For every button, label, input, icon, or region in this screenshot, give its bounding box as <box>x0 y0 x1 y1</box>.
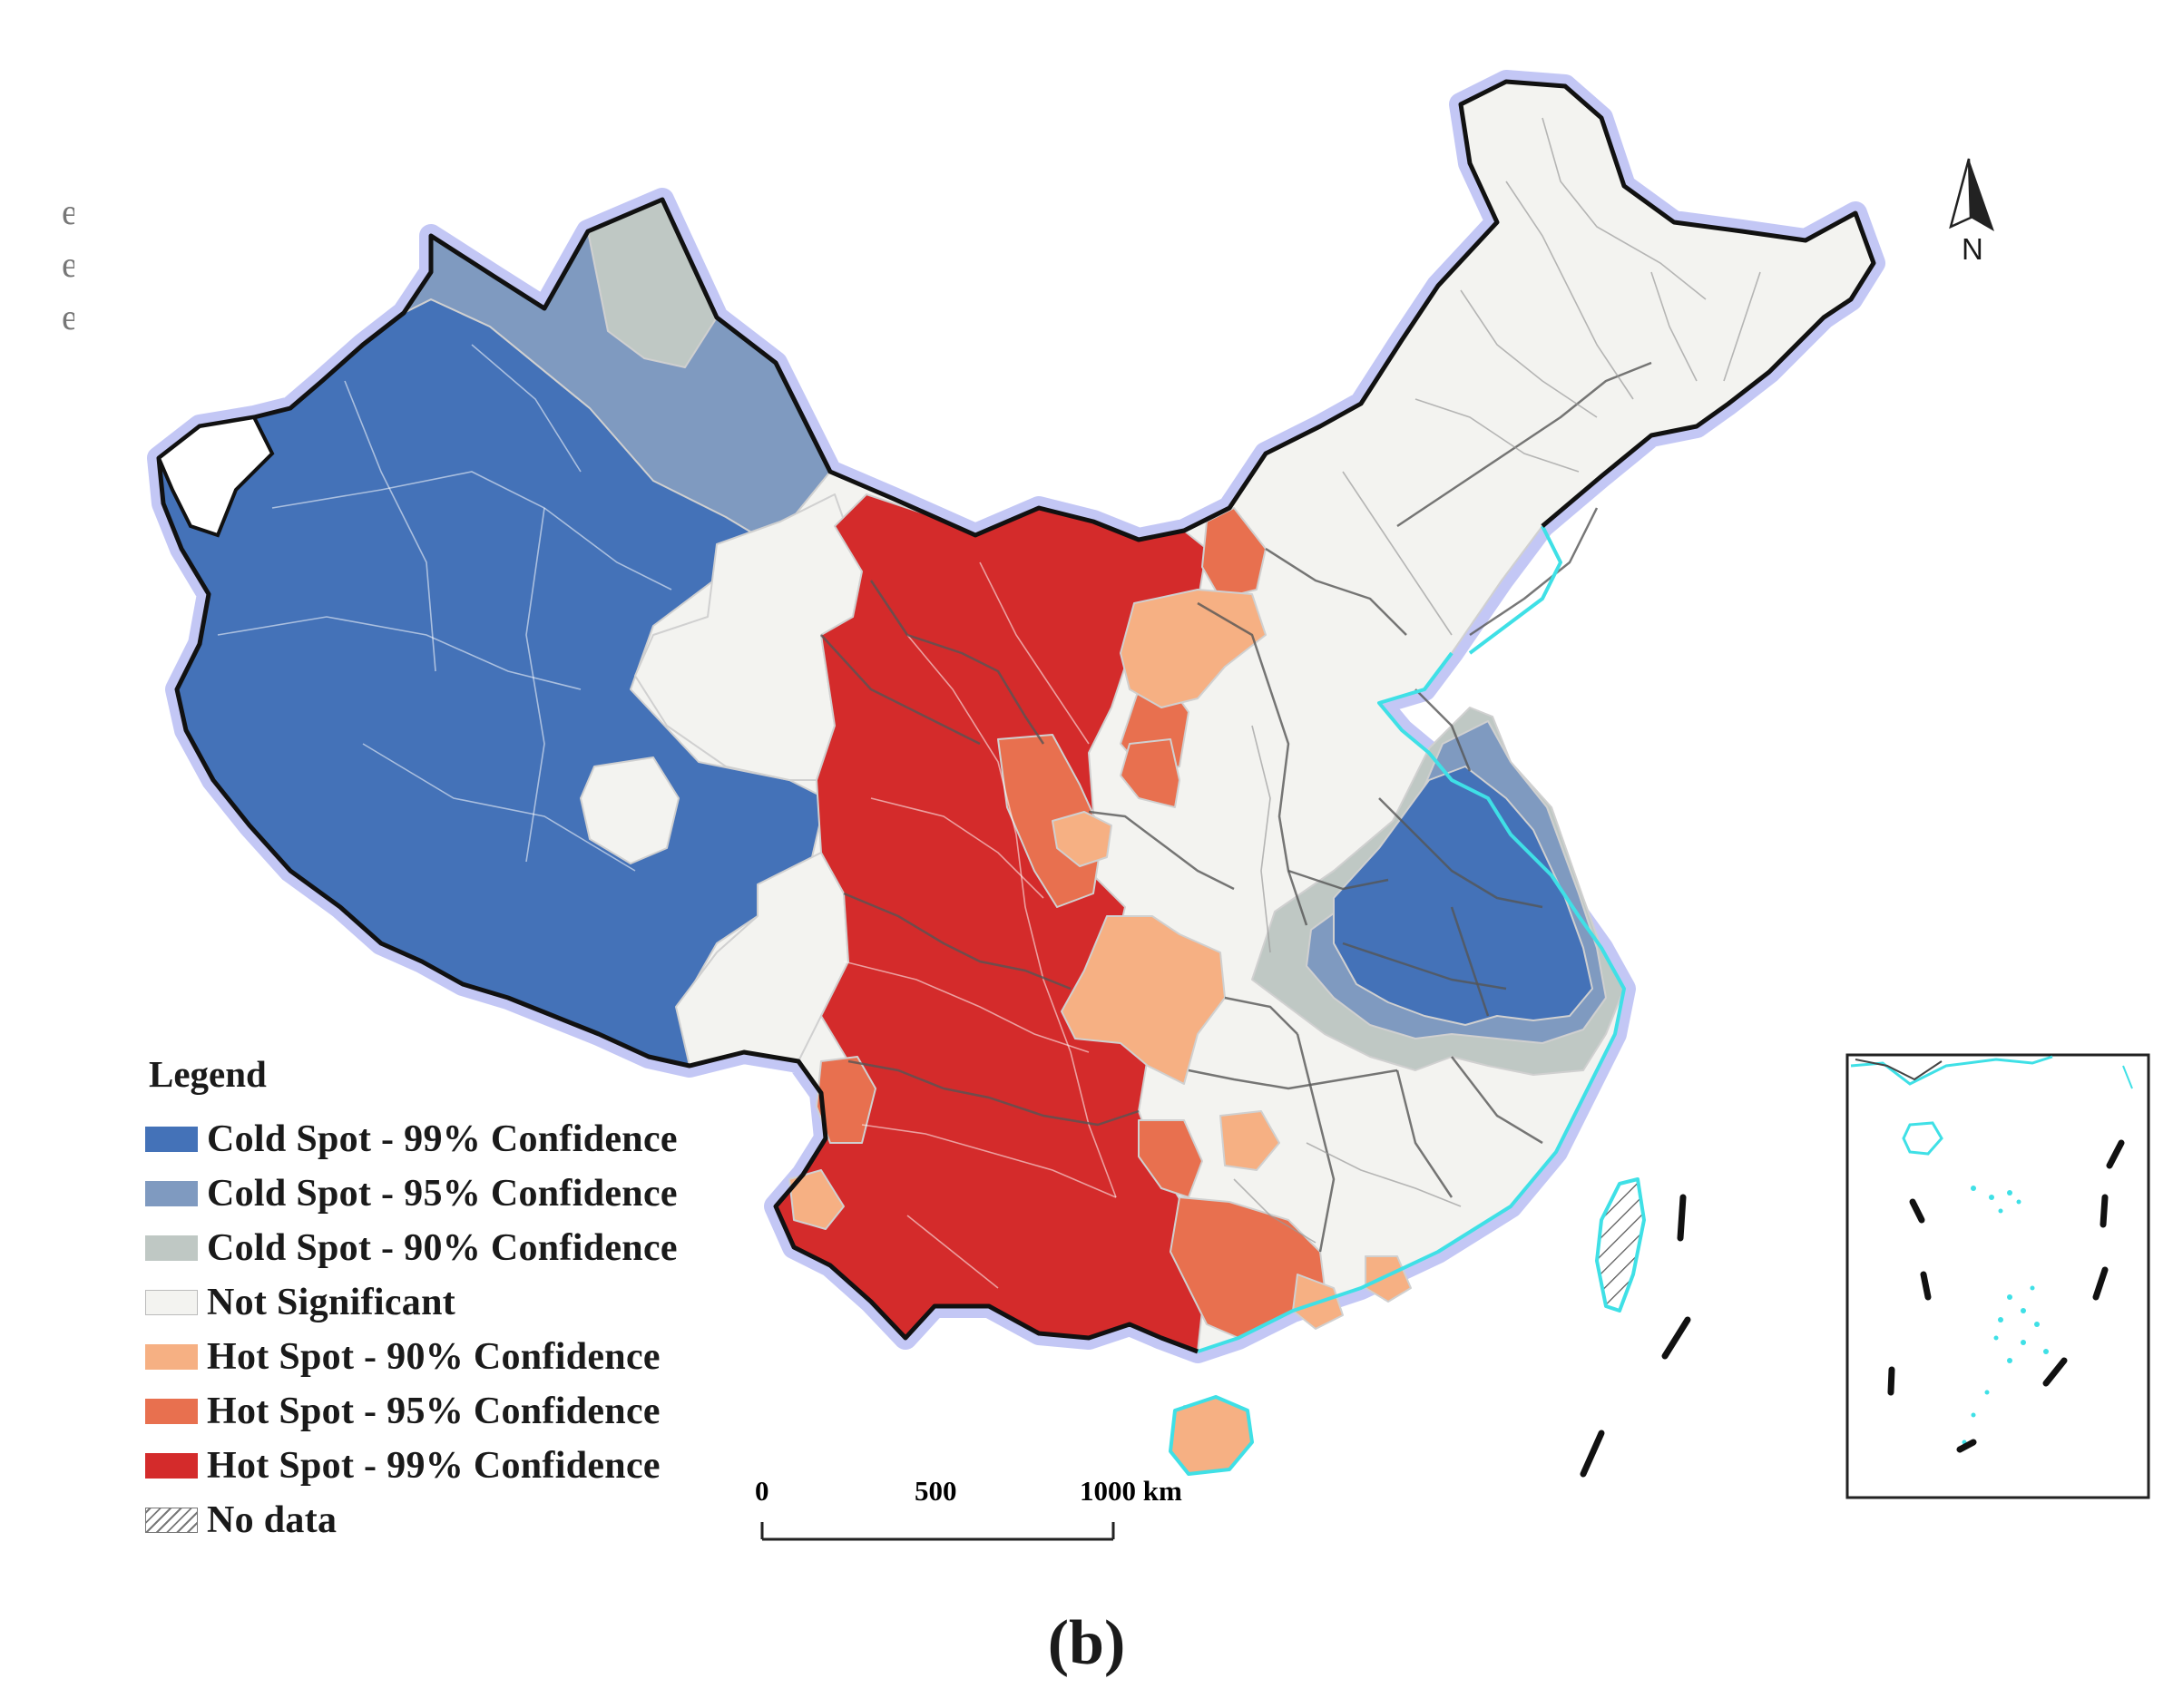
north-label: N <box>1962 232 1983 266</box>
hot-spot-95-inner-mongolia <box>1201 507 1267 600</box>
legend-swatch-hatched <box>145 1508 198 1533</box>
legend-swatch <box>145 1399 198 1424</box>
hot-spot-90-fujian <box>1365 1255 1412 1303</box>
legend-item-hot-90: Hot Spot - 90% Confidence <box>145 1330 678 1384</box>
legend-swatch <box>145 1235 198 1261</box>
legend-title: Legend <box>149 1053 267 1095</box>
north-arrow-icon <box>1949 158 1994 231</box>
legend-swatch <box>145 1181 198 1206</box>
scale-tick-1000: 1000 km <box>1080 1475 1182 1507</box>
west-notch <box>156 415 275 538</box>
legend-label: Not Significant <box>207 1282 456 1323</box>
legend-swatch <box>145 1127 198 1152</box>
hot-spot-90-hunan <box>1219 1110 1280 1171</box>
scale-bar: 0 500 1000 km <box>755 1475 1182 1541</box>
legend-swatch <box>145 1344 198 1370</box>
inset-nine-dash-line <box>1887 1139 2125 1453</box>
hot-spot-90-hubei <box>1061 915 1226 1085</box>
legend-label: Hot Spot - 95% Confidence <box>207 1391 661 1432</box>
hot-spot-95-gansu-east <box>1120 738 1180 808</box>
legend-item-hot-95: Hot Spot - 95% Confidence <box>145 1384 678 1439</box>
legend-label: Cold Spot - 90% Confidence <box>207 1227 678 1269</box>
not-significant-hole <box>580 756 680 864</box>
nine-dash-line <box>1580 1194 1691 1478</box>
hot-spot-95-yunnan-west <box>816 1056 876 1144</box>
inset-islands <box>1962 1186 2049 1445</box>
legend-item-cold-99: Cold Spot - 99% Confidence <box>145 1112 678 1166</box>
legend-label: Cold Spot - 95% Confidence <box>207 1173 678 1215</box>
legend-item-cold-90: Cold Spot - 90% Confidence <box>145 1221 678 1275</box>
legend: Legend Cold Spot - 99% Confidence Cold S… <box>145 1052 678 1547</box>
legend-item-not-significant: Not Significant <box>145 1275 678 1330</box>
south-china-sea-inset <box>1845 1053 2150 1499</box>
legend-item-no-data: No data <box>145 1493 678 1547</box>
hot-spot-90-inner-mongolia <box>1120 589 1267 708</box>
legend-label: Hot Spot - 99% Confidence <box>207 1445 661 1487</box>
legend-swatch <box>145 1453 198 1479</box>
taiwan-coast <box>1595 1177 1646 1313</box>
scale-tick-0: 0 <box>755 1475 769 1507</box>
legend-item-hot-99: Hot Spot - 99% Confidence <box>145 1439 678 1493</box>
national-border <box>156 79 1876 1354</box>
coastline <box>1197 651 1626 1353</box>
legend-label: Cold Spot - 99% Confidence <box>207 1118 678 1160</box>
legend-label: No data <box>207 1499 338 1541</box>
legend-swatch <box>145 1290 198 1315</box>
admin-boundaries <box>217 117 1761 1289</box>
scale-tick-500: 500 <box>915 1475 957 1507</box>
hainan-coast <box>1169 1395 1254 1476</box>
bohai-coast <box>1468 525 1562 655</box>
legend-label: Hot Spot - 90% Confidence <box>207 1336 661 1378</box>
legend-item-cold-95: Cold Spot - 95% Confidence <box>145 1166 678 1221</box>
hot-spot-90-yunnan-west <box>788 1169 845 1230</box>
hot-spot-90-shaanxi <box>1052 811 1112 867</box>
cold-spot-99-east <box>1333 766 1593 1026</box>
panel-label: (b) <box>1047 1608 1126 1678</box>
